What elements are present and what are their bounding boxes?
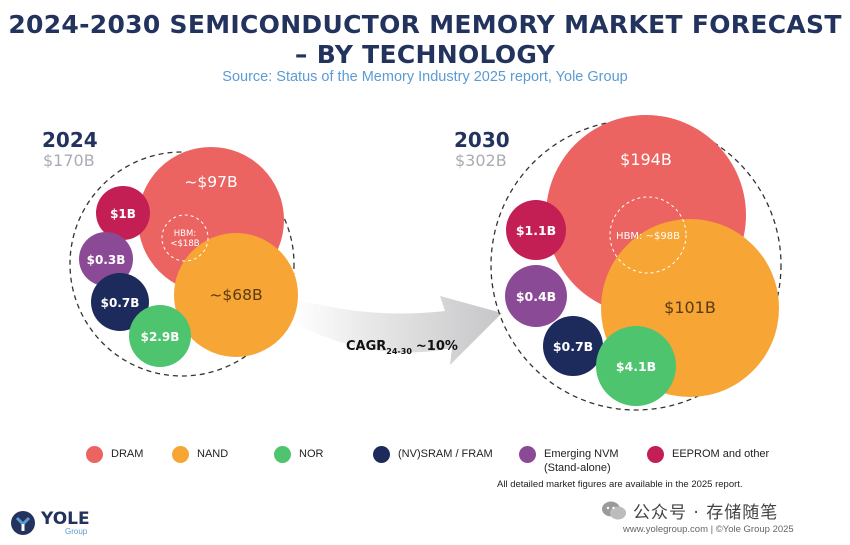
- yole-logo-icon: [11, 511, 35, 535]
- legend-label-emerging-nvm: Emerging NVM (Stand-alone): [544, 447, 619, 475]
- hbm-label-2030: HBM: ~$98B: [616, 231, 680, 242]
- hbm-label-2024-line2: <$18B: [170, 239, 199, 249]
- bubble-chart: CAGR24-30 ~10% ~$97B HBM:<$18B ~$68B $1B $0.3…: [69, 115, 782, 411]
- source-text: Source: Status of the Memory Industry 20…: [222, 69, 628, 85]
- yole-brand: YOLE: [41, 508, 90, 529]
- panel-2030-boundary: [490, 119, 782, 411]
- title-line-1: 2024-2030 SEMICONDUCTOR MEMORY MARKET FO…: [8, 10, 842, 39]
- legend-label-nand: NAND: [197, 448, 229, 460]
- wechat-label: 公众号 · 存储随笔: [633, 503, 779, 523]
- legend-item-emerging-nvm: Emerging NVM (Stand-alone): [519, 446, 619, 475]
- bubble-label-2024-nv-sram-fram: $0.7B: [101, 296, 140, 310]
- panel-2024: ~$97B HBM:<$18B ~$68B $1B $0.3B $0.7B $2.9B: [69, 147, 298, 377]
- cagr-arrow: [292, 296, 502, 365]
- bubble-label-2030-nv-sram-fram: $0.7B: [553, 339, 593, 354]
- bubble-2024-eeprom-and-other: [96, 186, 150, 240]
- bubble-label-2030-emerging-nvm: $0.4B: [516, 289, 556, 304]
- legend-label-eeprom: EEPROM and other: [672, 448, 770, 460]
- yole-logo: YOLE Group: [10, 510, 90, 536]
- legend-item-nor: NOR: [274, 446, 323, 463]
- legend-label-nor: NOR: [299, 448, 324, 460]
- wechat-icon: [602, 501, 626, 519]
- bubble-2030-nor: [596, 326, 676, 406]
- legend-item-sram: (NV)SRAM / FRAM: [373, 446, 493, 463]
- legend-swatch-emerging-nvm: [519, 446, 536, 463]
- legend-label-dram: DRAM: [111, 448, 144, 460]
- year-2024-label: 2024: [42, 128, 98, 152]
- legend-swatch-dram: [86, 446, 103, 463]
- bubble-label-2024-nand: ~$68B: [209, 286, 262, 304]
- legend-swatch-nand: [172, 446, 189, 463]
- title-line-2: – BY TECHNOLOGY: [294, 40, 556, 69]
- bubble-label-2030-nor: $4.1B: [616, 359, 656, 374]
- bubble-2024-nor: [129, 305, 191, 367]
- bubble-2024-nv-sram-fram: [91, 273, 149, 331]
- legend-label-emerging-nvm-line2: (Stand-alone): [544, 462, 611, 474]
- total-2030-label: $302B: [455, 151, 507, 170]
- legend-item-nand: NAND: [172, 446, 228, 463]
- credit-text: www.yolegroup.com | ©Yole Group 2025: [623, 524, 794, 535]
- hbm-subset-2024: [161, 214, 209, 262]
- legend-item-dram: DRAM: [86, 446, 143, 463]
- legend-swatch-nor: [274, 446, 291, 463]
- bubble-label-2024-dram: ~$97B: [184, 173, 237, 191]
- bubble-label-2030-dram: $194B: [620, 150, 672, 169]
- bubble-label-2030-eeprom-and-other: $1.1B: [516, 223, 556, 238]
- legend-label-emerging-nvm-line1: Emerging NVM: [544, 448, 619, 460]
- yole-brand-sub: Group: [65, 526, 88, 536]
- bubble-label-2024-emerging-nvm: $0.3B: [87, 253, 126, 267]
- hbm-label-2024-line1: HBM:: [174, 229, 196, 239]
- bubble-2030-eeprom-and-other: [506, 200, 566, 260]
- hbm-subset-2030: [609, 196, 687, 274]
- bubble-label-2024-eeprom-and-other: $1B: [110, 207, 136, 221]
- footnote: All detailed market figures are availabl…: [497, 479, 743, 490]
- bubble-2024-emerging-nvm: [79, 232, 133, 286]
- total-2024-label: $170B: [43, 151, 95, 170]
- bubble-label-2030-nand: $101B: [664, 298, 716, 317]
- cagr-label: CAGR24-30 ~10%: [346, 339, 458, 356]
- panel-2030: $194B HBM: ~$98B $101B $1.1B $0.4B $0.7B $4.1B: [490, 115, 782, 411]
- wechat-watermark: 公众号 · 存储随笔: [601, 498, 778, 523]
- legend-label-sram: (NV)SRAM / FRAM: [398, 448, 493, 460]
- legend-item-eeprom: EEPROM and other: [647, 446, 769, 463]
- panel-2024-boundary: [69, 151, 295, 377]
- legend-swatch-eeprom: [647, 446, 664, 463]
- bubble-2030-emerging-nvm: [505, 265, 567, 327]
- chart-title: 2024-2030 SEMICONDUCTOR MEMORY MARKET FO…: [0, 10, 850, 70]
- legend-swatch-sram: [373, 446, 390, 463]
- bubble-2030-nv-sram-fram: [543, 316, 603, 376]
- bubble-2024-nand: [174, 233, 298, 357]
- year-2030-label: 2030: [454, 128, 510, 152]
- bubble-label-2024-nor: $2.9B: [141, 330, 180, 344]
